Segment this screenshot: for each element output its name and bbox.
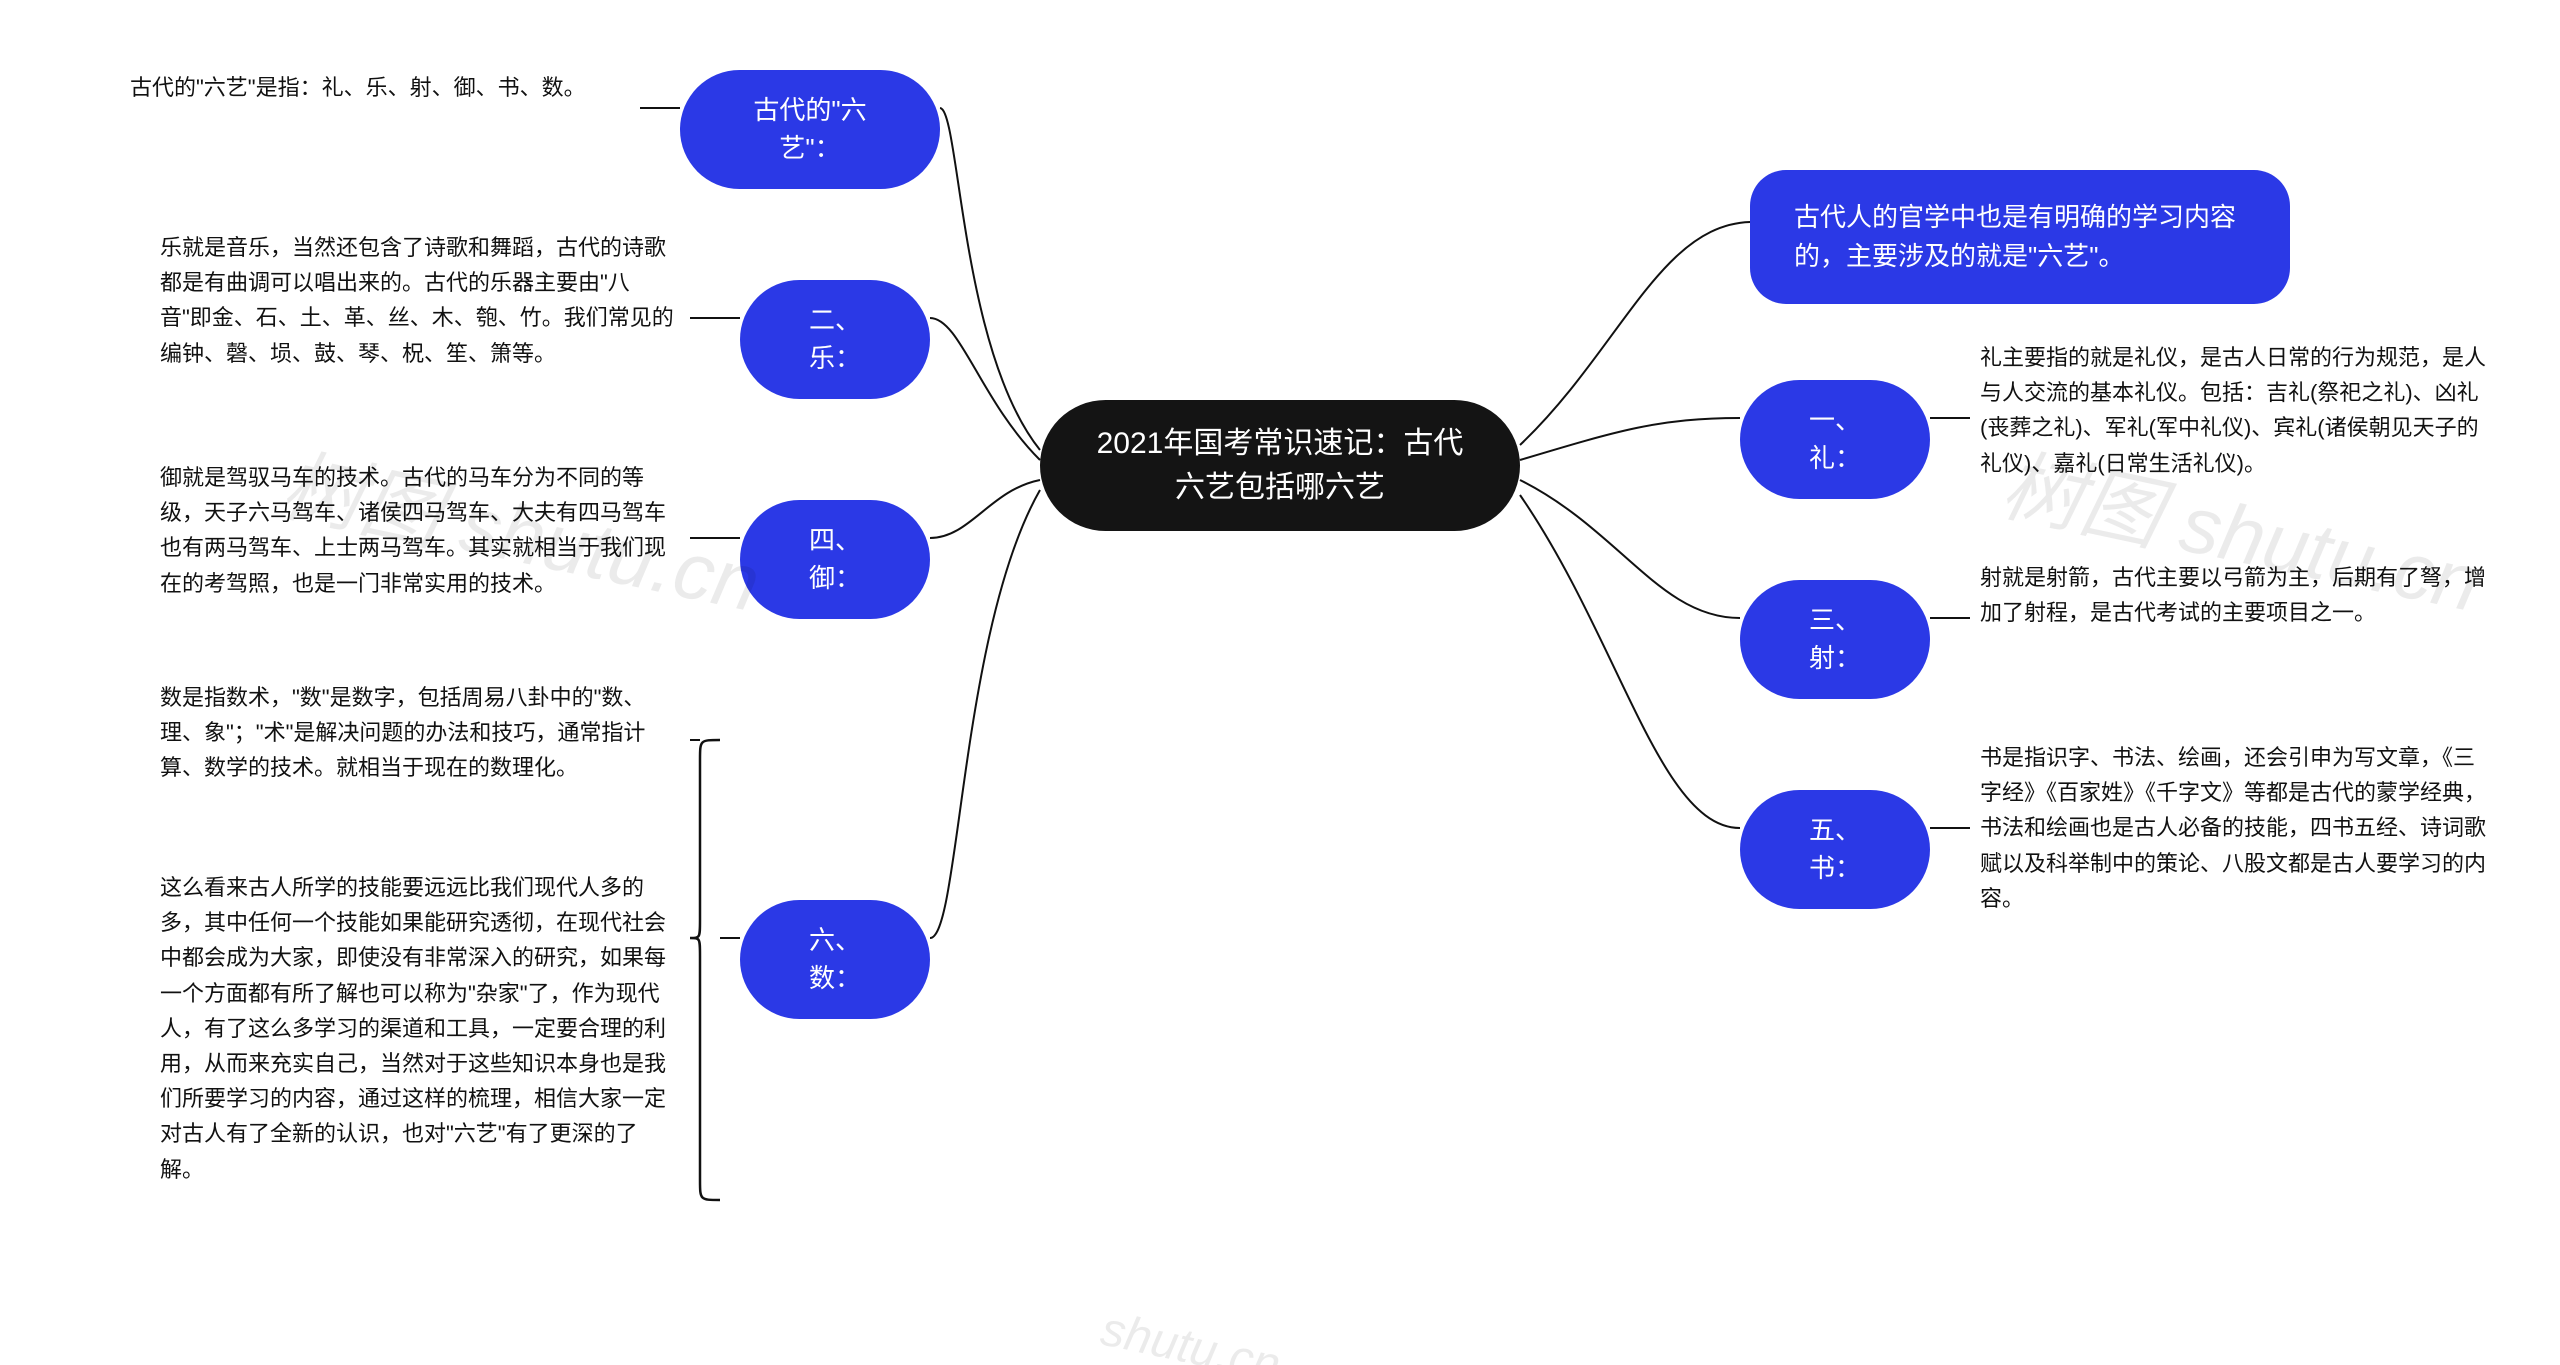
desc-yu: 御就是驾驭马车的技术。古代的马车分为不同的等级，天子六马驾车、诸侯四马驾车、大夫… xyxy=(160,460,680,601)
desc-shu6-a: 数是指数术，"数"是数字，包括周易八卦中的"数、理、象"；"术"是解决问题的办法… xyxy=(160,680,680,786)
node-shu6-label: 六、数： xyxy=(788,922,882,997)
node-liuyi[interactable]: 古代的"六艺"： xyxy=(680,70,940,189)
desc-shu6-a-text: 数是指数术，"数"是数字，包括周易八卦中的"数、理、象"；"术"是解决问题的办法… xyxy=(160,685,645,780)
node-yu[interactable]: 四、御： xyxy=(740,500,930,619)
desc-shu6-b-text: 这么看来古人所学的技能要远远比我们现代人多的多，其中任何一个技能如果能研究透彻，… xyxy=(160,875,666,1182)
node-li[interactable]: 一、礼： xyxy=(1740,380,1930,499)
node-shu6[interactable]: 六、数： xyxy=(740,900,930,1019)
node-yue-label: 二、乐： xyxy=(788,302,882,377)
desc-she-text: 射就是射箭，古代主要以弓箭为主，后期有了弩，增加了射程，是古代考试的主要项目之一… xyxy=(1980,565,2486,625)
node-shu5-label: 五、书： xyxy=(1788,812,1882,887)
desc-liuyi: 古代的"六艺"是指：礼、乐、射、御、书、数。 xyxy=(130,70,630,105)
desc-shu5: 书是指识字、书法、绘画，还会引申为写文章，《三字经》《百家姓》《千字文》等都是古… xyxy=(1980,740,2490,916)
node-she-label: 三、射： xyxy=(1788,602,1882,677)
desc-yu-text: 御就是驾驭马车的技术。古代的马车分为不同的等级，天子六马驾车、诸侯四马驾车、大夫… xyxy=(160,465,666,596)
desc-yue: 乐就是音乐，当然还包含了诗歌和舞蹈，古代的诗歌都是有曲调可以唱出来的。古代的乐器… xyxy=(160,230,680,371)
desc-shu6-b: 这么看来古人所学的技能要远远比我们现代人多的多，其中任何一个技能如果能研究透彻，… xyxy=(160,870,680,1187)
node-yue[interactable]: 二、乐： xyxy=(740,280,930,399)
center-node[interactable]: 2021年国考常识速记：古代六艺包括哪六艺 xyxy=(1040,400,1520,531)
desc-li: 礼主要指的就是礼仪，是古人日常的行为规范，是人与人交流的基本礼仪。包括：吉礼(祭… xyxy=(1980,340,2490,481)
mindmap-canvas: { "center": { "text": "2021年国考常识速记：古代六艺包… xyxy=(0,0,2560,1365)
desc-shu5-text: 书是指识字、书法、绘画，还会引申为写文章，《三字经》《百家姓》《千字文》等都是古… xyxy=(1980,745,2486,911)
desc-liuyi-text: 古代的"六艺"是指：礼、乐、射、御、书、数。 xyxy=(130,75,586,100)
desc-li-text: 礼主要指的就是礼仪，是古人日常的行为规范，是人与人交流的基本礼仪。包括：吉礼(祭… xyxy=(1980,345,2486,476)
node-shu5[interactable]: 五、书： xyxy=(1740,790,1930,909)
desc-yue-text: 乐就是音乐，当然还包含了诗歌和舞蹈，古代的诗歌都是有曲调可以唱出来的。古代的乐器… xyxy=(160,235,674,366)
intro-text: 古代人的官学中也是有明确的学习内容的，主要涉及的就是"六艺"。 xyxy=(1794,198,2246,276)
node-liuyi-label: 古代的"六艺"： xyxy=(728,92,892,167)
intro-node[interactable]: 古代人的官学中也是有明确的学习内容的，主要涉及的就是"六艺"。 xyxy=(1750,170,2290,304)
center-text: 2021年国考常识速记：古代六艺包括哪六艺 xyxy=(1088,422,1472,509)
node-she[interactable]: 三、射： xyxy=(1740,580,1930,699)
node-yu-label: 四、御： xyxy=(788,522,882,597)
desc-she: 射就是射箭，古代主要以弓箭为主，后期有了弩，增加了射程，是古代考试的主要项目之一… xyxy=(1980,560,2490,630)
watermark: shutu.cn xyxy=(1096,1302,1285,1365)
node-li-label: 一、礼： xyxy=(1788,402,1882,477)
